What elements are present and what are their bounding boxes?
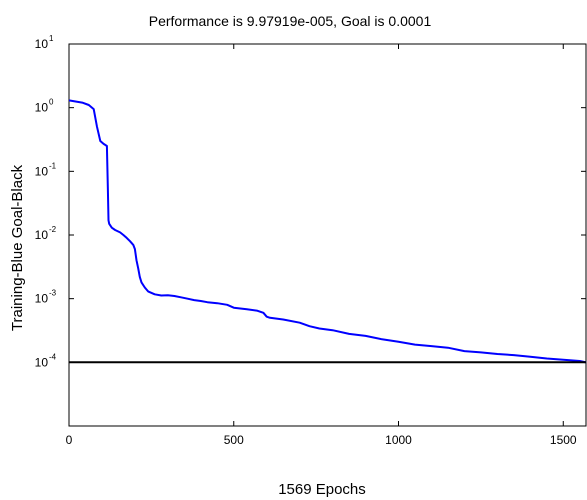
x-tick-label: 0 [66, 433, 73, 447]
y-axis-label: Training-Blue Goal-Black [9, 164, 26, 331]
y-tick-label: 10 [35, 164, 49, 178]
y-tick-exponent: 0 [49, 98, 54, 107]
training-series-line [68, 99, 587, 364]
y-tick-label: 10 [35, 228, 49, 242]
y-tick-label: 10 [35, 355, 49, 369]
series-layer [68, 99, 587, 364]
y-tick-base: 10 [35, 37, 49, 51]
y-tick-base: 10 [35, 355, 49, 369]
plot-area [68, 43, 587, 427]
y-tick-exponent: 1 [49, 34, 54, 43]
y-tick-base: 10 [35, 292, 49, 306]
y-tick-exponent: -1 [49, 161, 57, 170]
y-tick-label: 10 [35, 292, 49, 306]
x-tick-label: 500 [224, 433, 244, 447]
y-tick-exponent: -3 [49, 289, 57, 298]
chart-title: Performance is 9.97919e-005, Goal is 0.0… [149, 13, 432, 29]
x-axis-ticks: 0 500 1000 1500 [66, 44, 577, 447]
y-tick-exponent: -4 [49, 352, 57, 361]
y-tick-base: 10 [35, 228, 49, 242]
x-tick-label: 1500 [550, 433, 577, 447]
x-axis-label: 1569 Epochs [278, 481, 366, 498]
y-tick-base: 10 [35, 101, 49, 115]
y-tick-exponent: -2 [49, 225, 57, 234]
axes-frame [68, 43, 587, 427]
y-tick-base: 10 [35, 164, 49, 178]
y-tick-label: 10 [35, 101, 49, 115]
y-tick-label: 10 [35, 37, 49, 51]
x-tick-label: 1000 [385, 433, 412, 447]
